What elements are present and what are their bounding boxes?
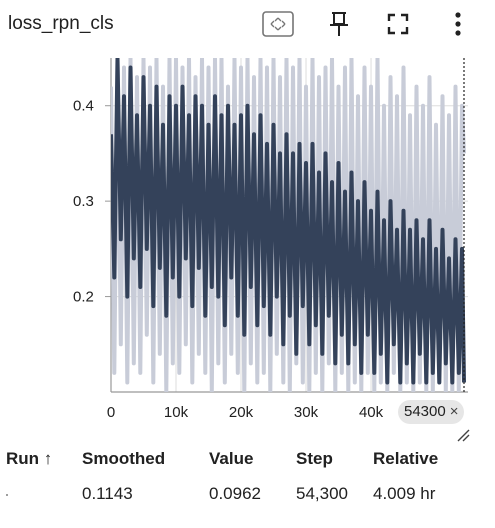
fullscreen-icon [387, 13, 409, 35]
column-header-relative[interactable]: Relative [373, 449, 439, 468]
smoothed-series-line [111, 58, 466, 385]
pin-button[interactable] [321, 6, 357, 42]
series [111, 58, 466, 392]
table-header-row: Run ↑ Smoothed Value Step Relative [0, 446, 483, 472]
run-color-swatch [6, 493, 8, 496]
x-axis-ticks: 0 10k 20k 30k 40k [107, 404, 384, 421]
cell-run [0, 472, 82, 516]
table-row: 0.1143 0.0962 54,300 4.009 hr [0, 472, 483, 516]
run-table: Run ↑ Smoothed Value Step Relative 0.114… [0, 446, 483, 516]
more-options-button[interactable] [440, 6, 476, 42]
column-header-value[interactable]: Value [209, 449, 254, 468]
step-cursor-value: 54300 [404, 403, 446, 420]
x-tick-label: 10k [164, 404, 189, 421]
y-tick-label: 0.3 [73, 193, 94, 210]
cell-step: 54,300 [296, 484, 348, 503]
more-vert-icon [455, 12, 461, 36]
y-axis-ticks: 0.4 0.3 0.2 [73, 98, 111, 306]
column-header-smoothed[interactable]: Smoothed [82, 449, 166, 468]
resize-handle-icon[interactable] [456, 428, 470, 442]
column-header-run[interactable]: Run ↑ [6, 449, 53, 468]
step-cursor-badge[interactable]: 54300 × [398, 400, 465, 424]
cell-smoothed: 0.1143 [82, 484, 133, 503]
card-title: loss_rpn_cls [8, 13, 114, 34]
y-tick-label: 0.4 [73, 98, 94, 115]
y-tick-label: 0.2 [73, 289, 94, 306]
column-header-step[interactable]: Step [296, 449, 333, 468]
x-tick-label: 0 [107, 404, 115, 421]
fit-domain-button[interactable] [260, 6, 296, 42]
cell-relative: 4.009 hr [373, 484, 436, 503]
fullscreen-button[interactable] [380, 6, 416, 42]
x-tick-label: 40k [359, 404, 384, 421]
line-chart[interactable]: 0.4 0.3 0.2 0 10k 20k 30k 40k [0, 50, 495, 430]
x-tick-label: 20k [229, 404, 254, 421]
cell-value: 0.0962 [209, 484, 261, 503]
pin-icon [330, 12, 348, 36]
x-tick-label: 30k [294, 404, 319, 421]
fit-domain-icon [262, 11, 294, 37]
close-icon[interactable]: × [449, 403, 459, 420]
